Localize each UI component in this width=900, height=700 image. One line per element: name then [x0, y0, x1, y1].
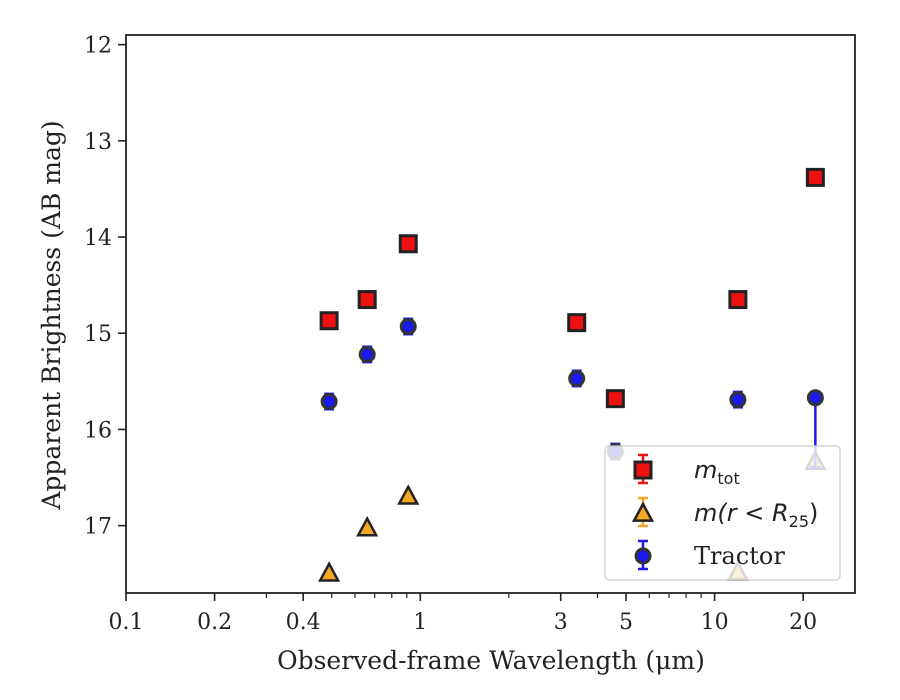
legend-item: mtot: [633, 453, 740, 488]
data-point: [320, 393, 338, 411]
y-axis-ticks: 12 13 14 15 16 17: [84, 34, 126, 540]
x-tick-label: 0.2: [197, 610, 232, 635]
legend: mtot m(r < R25) Tractor: [604, 445, 841, 581]
data-point: [318, 561, 341, 582]
legend-label: Tractor: [694, 542, 785, 570]
y-tick-label: 12: [84, 34, 112, 59]
x-tick-label: 0.1: [109, 610, 144, 635]
x-tick-label: 0.4: [286, 610, 321, 635]
legend-item: m(r < R25): [631, 496, 818, 531]
plot-frame: [125, 34, 856, 594]
legend-marker: [634, 547, 652, 565]
y-tick-label: 15: [84, 322, 112, 347]
data-point: [567, 313, 587, 333]
legend-marker: [633, 460, 653, 480]
x-tick-label: 3: [554, 610, 568, 635]
data-point: [568, 369, 586, 387]
data-point: [806, 389, 824, 407]
x-axis-label: Observed-frame Wavelength (μm): [277, 646, 705, 675]
x-tick-label: 5: [619, 610, 633, 635]
y-axis-label: Apparent Brightness (AB mag): [37, 120, 66, 510]
y-tick-label: 14: [84, 226, 112, 251]
data-point: [356, 515, 379, 537]
data-point: [728, 290, 748, 310]
data-point: [398, 234, 418, 254]
data-point: [397, 484, 420, 505]
data-point: [319, 311, 339, 331]
y-tick-label: 13: [84, 130, 112, 155]
legend-label: mtot: [694, 456, 740, 488]
x-tick-label: 20: [789, 610, 817, 635]
data-point: [399, 318, 417, 336]
y-tick-label: 17: [84, 515, 112, 540]
x-axis-ticks: 0.1 0.2 0.4 1 3 5 10 20: [109, 593, 817, 635]
data-point: [729, 391, 747, 409]
legend-label: m(r < R25): [694, 499, 818, 531]
data-point: [358, 345, 376, 363]
data-point: [357, 290, 377, 310]
legend-marker: [631, 501, 655, 522]
x-tick-label: 10: [701, 610, 729, 635]
x-tick-label: 1: [413, 610, 427, 635]
data-point: [805, 167, 825, 187]
legend-box: [604, 445, 841, 581]
axes-frame: [125, 34, 856, 594]
data-point: [605, 389, 625, 409]
y-tick-label: 16: [84, 418, 112, 443]
legend-item: Tractor: [634, 539, 785, 571]
series-square: [319, 167, 825, 409]
